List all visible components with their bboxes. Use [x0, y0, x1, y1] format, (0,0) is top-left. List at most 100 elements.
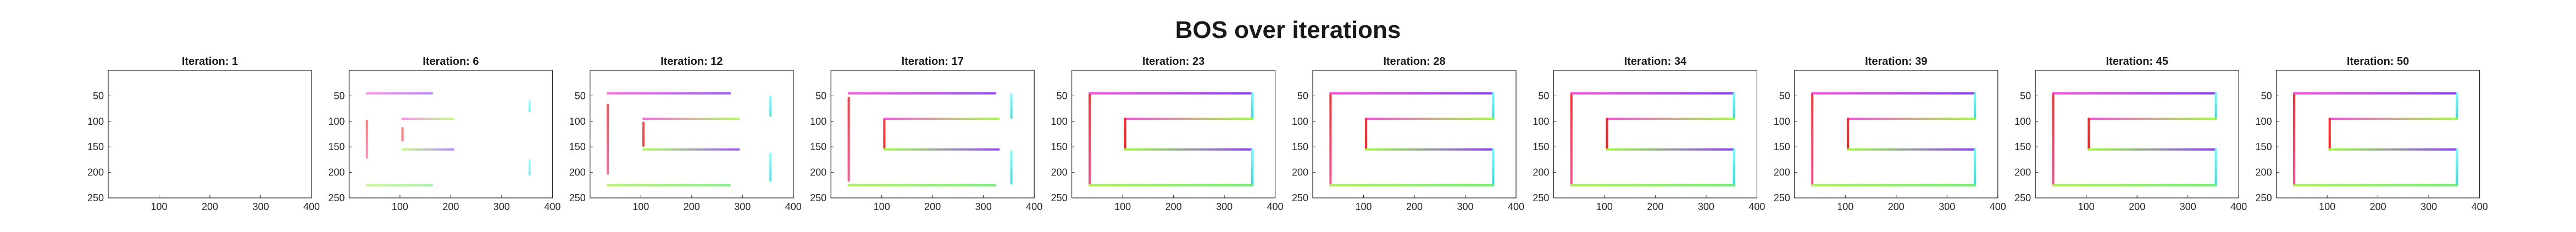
y-tick-label: 150 [1774, 141, 1790, 152]
y-tick-label: 100 [1292, 116, 1308, 127]
y-tick-label: 250 [810, 192, 826, 203]
panel-9: Iteration: 45 100 200 300 400 50 100 150 200 250 [2014, 56, 2247, 212]
x-tick-label: 300 [1939, 201, 1955, 212]
y-tick-label: 150 [1292, 141, 1308, 152]
axes-box [1553, 70, 1757, 198]
panel-title: Iteration: 39 [1865, 56, 1927, 68]
x-tick-label: 400 [544, 201, 560, 212]
y-tick-label: 150 [810, 141, 826, 152]
panel-title: Iteration: 12 [660, 56, 723, 68]
y-tick-label: 100 [569, 116, 586, 127]
x-tick-label: 100 [392, 201, 408, 212]
x-tick-label: 200 [202, 201, 218, 212]
panel-10: Iteration: 50 100 200 300 400 50 100 150 200 250 [2256, 56, 2488, 212]
x-tick-label: 300 [252, 201, 269, 212]
y-tick-label: 50 [1057, 90, 1068, 101]
y-tick-label: 250 [87, 192, 104, 203]
x-tick-label: 200 [442, 201, 459, 212]
x-tick-label: 200 [2370, 201, 2386, 212]
y-tick-label: 100 [810, 116, 826, 127]
y-tick-label: 100 [1051, 116, 1068, 127]
y-tick-label: 200 [1774, 167, 1790, 178]
axes-box [1794, 70, 1998, 198]
x-tick-label: 100 [2319, 201, 2335, 212]
y-tick-label: 50 [575, 90, 586, 101]
y-tick-label: 150 [2256, 141, 2272, 152]
y-tick-label: 100 [1533, 116, 1549, 127]
x-tick-label: 400 [1748, 201, 1765, 212]
axes-box [108, 70, 312, 198]
panel-title: Iteration: 1 [182, 56, 238, 68]
y-tick-label: 50 [1297, 90, 1308, 101]
x-tick-label: 100 [1837, 201, 1853, 212]
axes-box [2276, 70, 2480, 198]
figure-title: BOS over iterations [1175, 16, 1401, 43]
x-tick-label: 100 [1355, 201, 1372, 212]
y-tick-label: 150 [2014, 141, 2031, 152]
x-tick-label: 300 [1698, 201, 1714, 212]
panel-title: Iteration: 28 [1383, 56, 1445, 68]
x-tick-label: 400 [1267, 201, 1284, 212]
panel-3: Iteration: 12 100 200 300 400 50 100 150 200 250 [569, 56, 802, 212]
panel-7: Iteration: 34 100 200 300 400 50 100 150 200 250 [1533, 56, 1765, 212]
y-tick-label: 100 [1774, 116, 1790, 127]
y-tick-label: 200 [87, 167, 104, 178]
x-tick-label: 200 [1165, 201, 1182, 212]
x-tick-label: 300 [734, 201, 751, 212]
panel-4: Iteration: 17 100 200 300 400 50 100 150 200 250 [810, 56, 1042, 212]
x-tick-label: 300 [493, 201, 510, 212]
y-tick-label: 250 [1533, 192, 1549, 203]
y-tick-label: 50 [334, 90, 345, 101]
x-tick-label: 100 [874, 201, 890, 212]
axes-box [348, 70, 553, 198]
panel-title: Iteration: 34 [1624, 56, 1687, 68]
x-tick-label: 400 [2472, 201, 2488, 212]
y-tick-label: 150 [569, 141, 586, 152]
y-tick-label: 200 [328, 167, 345, 178]
x-tick-label: 200 [684, 201, 700, 212]
y-tick-label: 250 [1774, 192, 1790, 203]
panel-5: Iteration: 23 100 200 300 400 50 100 150 200 250 [1051, 56, 1284, 212]
y-tick-label: 50 [2020, 90, 2031, 101]
x-tick-label: 400 [1026, 201, 1042, 212]
x-tick-label: 300 [975, 201, 992, 212]
y-tick-label: 150 [1533, 141, 1549, 152]
y-tick-label: 200 [810, 167, 826, 178]
x-tick-label: 300 [1457, 201, 1473, 212]
x-tick-label: 100 [632, 201, 649, 212]
y-tick-label: 250 [569, 192, 586, 203]
panel-1: Iteration: 1 100 200 300 400 50 100 150 200 250 [87, 56, 320, 212]
y-tick-label: 200 [2014, 167, 2031, 178]
x-tick-label: 100 [151, 201, 167, 212]
axes-box [830, 70, 1035, 198]
x-tick-label: 400 [1990, 201, 2006, 212]
panel-title: Iteration: 50 [2347, 56, 2409, 68]
y-tick-label: 50 [815, 90, 826, 101]
axes-box [590, 70, 794, 198]
y-tick-label: 200 [1292, 167, 1308, 178]
y-tick-label: 100 [2014, 116, 2031, 127]
axes-box [2035, 70, 2239, 198]
axes-box [1071, 70, 1276, 198]
x-tick-label: 100 [1596, 201, 1613, 212]
x-tick-label: 300 [2180, 201, 2196, 212]
y-tick-label: 150 [1051, 141, 1068, 152]
y-tick-label: 100 [2256, 116, 2272, 127]
y-tick-label: 250 [2014, 192, 2031, 203]
y-tick-label: 250 [2256, 192, 2272, 203]
x-tick-label: 300 [1216, 201, 1233, 212]
y-tick-label: 50 [2261, 90, 2272, 101]
y-tick-label: 100 [87, 116, 104, 127]
x-tick-label: 400 [785, 201, 802, 212]
y-tick-label: 200 [569, 167, 586, 178]
y-tick-label: 100 [328, 116, 345, 127]
x-tick-label: 200 [1888, 201, 1905, 212]
panel-title: Iteration: 23 [1142, 56, 1204, 68]
x-tick-label: 200 [2129, 201, 2145, 212]
x-tick-label: 400 [2230, 201, 2247, 212]
y-tick-label: 200 [1051, 167, 1068, 178]
panel-title: Iteration: 45 [2106, 56, 2168, 68]
x-tick-label: 100 [1114, 201, 1131, 212]
x-tick-label: 200 [1406, 201, 1423, 212]
panel-title: Iteration: 6 [423, 56, 479, 68]
